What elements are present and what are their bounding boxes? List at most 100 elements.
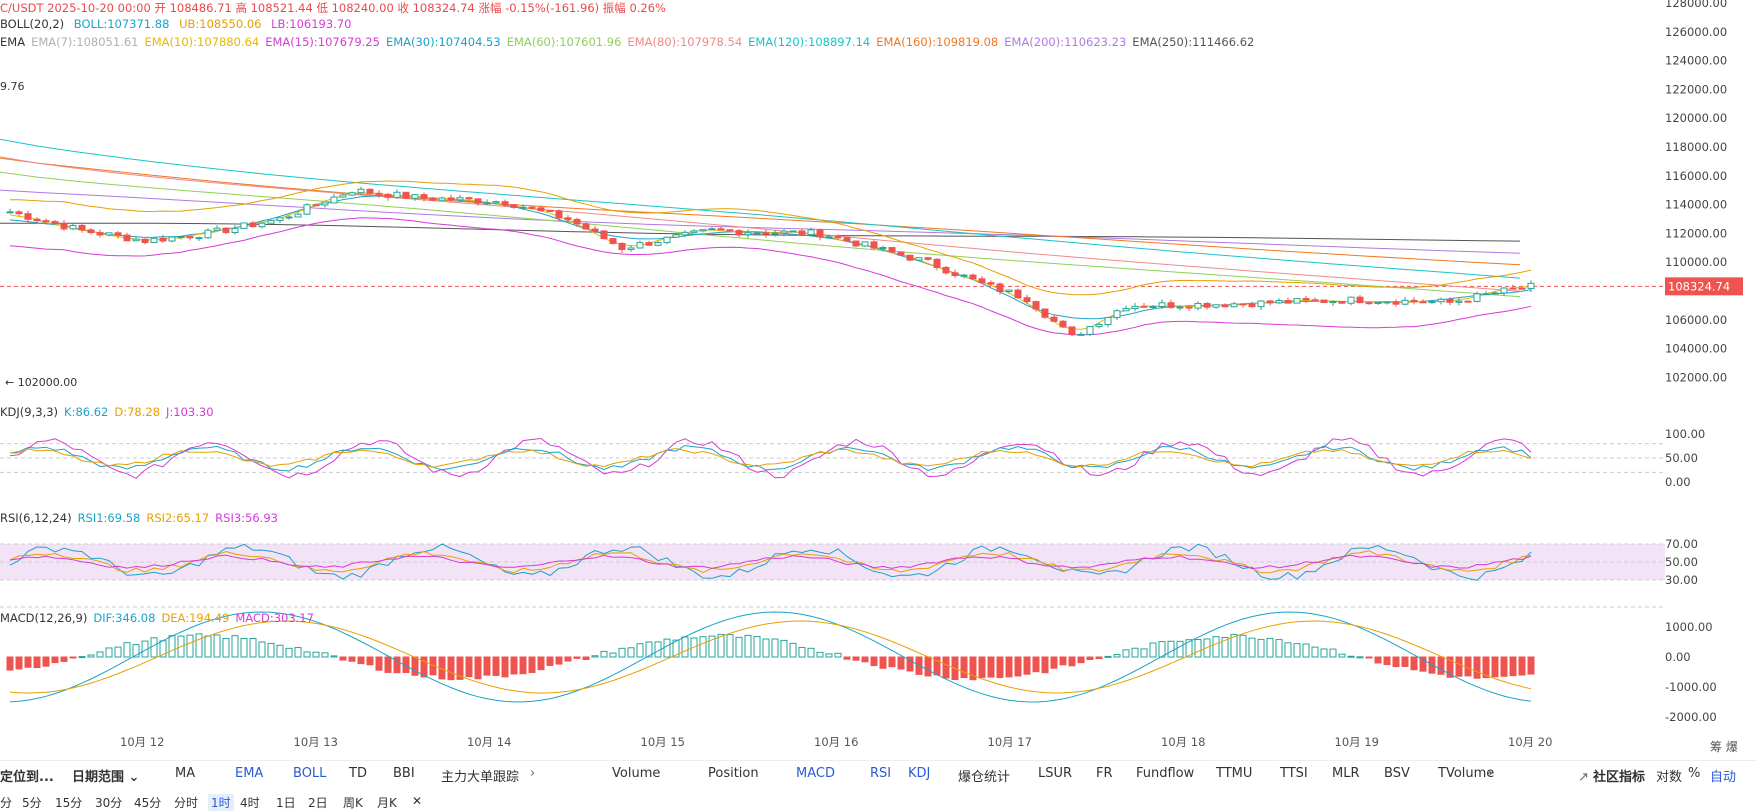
timeframe-10[interactable]: 周K (343, 796, 363, 810)
candle-body (1473, 293, 1481, 302)
candle-body (555, 210, 563, 219)
timeframe-4[interactable]: 45分 (134, 796, 162, 810)
main-indicator-0[interactable]: MA (175, 766, 196, 781)
sub-indicator-13[interactable]: TVolume (1438, 766, 1495, 781)
candle-body (672, 234, 680, 238)
ema-line (0, 171, 1521, 298)
sub-indicator-8[interactable]: Fundflow (1136, 766, 1195, 781)
sub-indicator-9[interactable]: TTMU (1216, 766, 1253, 781)
percent-toggle[interactable]: % (1688, 766, 1701, 781)
macd-bar (1437, 656, 1445, 675)
candle-body (1113, 310, 1121, 319)
sub-indicator-3[interactable]: RSI (870, 766, 892, 781)
candle-body (1212, 304, 1220, 308)
sub-indicator-4[interactable]: KDJ (908, 766, 931, 781)
community-indicator-button[interactable]: ↗ 社区指标 (1578, 770, 1646, 785)
macd-bar (735, 636, 743, 658)
ema-legend-item: EMA(10):107880.64 (144, 35, 260, 49)
macd-bar (789, 642, 797, 658)
ema-legend-item: EMA(60):107601.96 (506, 35, 622, 49)
timeframe-9[interactable]: 2日 (308, 796, 328, 810)
candle-body (789, 230, 797, 233)
macd-bar (753, 636, 761, 658)
candle-body (1446, 298, 1454, 303)
chevron-right-icon[interactable]: › (1488, 766, 1494, 781)
rsi-tick: 70.00 (1665, 537, 1698, 551)
macd-bar (168, 635, 176, 658)
macd-bar (1086, 656, 1094, 660)
timeframe-11[interactable]: 月K (377, 796, 397, 810)
candle-body (1221, 304, 1229, 308)
candle-body (78, 224, 86, 231)
timeframe-3[interactable]: 30分 (95, 796, 123, 810)
candle-body (1518, 287, 1526, 290)
macd-bar (6, 656, 14, 671)
sub-indicator-1[interactable]: Position (708, 766, 759, 781)
close-icon[interactable]: ✕ (412, 794, 423, 808)
candle-body (600, 230, 608, 240)
sub-indicator-10[interactable]: TTSI (1280, 766, 1308, 781)
main-indicator-4[interactable]: BBI (393, 766, 415, 781)
timeframe-1[interactable]: 5分 (22, 796, 42, 810)
locate-button[interactable]: 定位到... (0, 770, 54, 785)
main-indicator-3[interactable]: TD (349, 766, 367, 781)
candle-body (1068, 326, 1076, 336)
candle-body (1509, 287, 1517, 290)
sub-indicator-12[interactable]: BSV (1384, 766, 1410, 781)
sub-indicator-0[interactable]: Volume (612, 766, 661, 781)
timeframe-2[interactable]: 15分 (55, 796, 83, 810)
sub-indicator-2[interactable]: MACD (796, 766, 835, 781)
sub-indicator-6[interactable]: LSUR (1038, 766, 1073, 781)
candle-body (1482, 293, 1490, 296)
candle-body (924, 257, 932, 260)
macd-bar (888, 656, 896, 668)
timeframe-6[interactable]: 1时 (208, 794, 234, 811)
macd-dif-line (9, 611, 1532, 703)
auto-scale-toggle[interactable]: 自动 (1710, 770, 1737, 785)
candle-body (1365, 302, 1373, 305)
candle-body (1419, 301, 1427, 304)
timeframe-7[interactable]: 4时 (240, 796, 260, 810)
timeframe-8[interactable]: 1日 (276, 796, 296, 810)
macd-bar (1347, 655, 1355, 658)
candle-body (843, 237, 851, 242)
main-indicator-5[interactable]: 主力大单跟踪 (441, 770, 520, 785)
macd-bar (1239, 634, 1247, 658)
date-tick: 10月 19 (1335, 735, 1379, 749)
main-indicator-2[interactable]: BOLL (293, 766, 327, 781)
candle-body (852, 240, 860, 247)
candle-body (339, 194, 347, 198)
sub-indicator-7[interactable]: FR (1096, 766, 1113, 781)
macd-bar (699, 636, 707, 658)
macd-bar (1518, 656, 1526, 676)
macd-bar (618, 647, 626, 658)
ema-line (0, 156, 1521, 292)
macd-bar (636, 643, 644, 658)
main-indicator-1[interactable]: EMA (235, 766, 264, 781)
candle-body (654, 242, 662, 246)
macd-bar (33, 656, 41, 669)
macd-bar (60, 656, 68, 662)
timeframe-0[interactable]: 分 (0, 796, 13, 810)
sub-indicator-5[interactable]: 爆仓统计 (958, 770, 1011, 785)
macd-tick: -1000.00 (1665, 680, 1717, 694)
chevron-right-icon[interactable]: › (530, 766, 536, 781)
price-tick: 110000.00 (1665, 255, 1727, 269)
macd-bar (1068, 656, 1076, 667)
timeframe-5[interactable]: 分时 (174, 796, 199, 810)
macd-bar (114, 646, 122, 658)
candle-body (285, 216, 293, 219)
corner-icons[interactable]: 筹 爆 (1710, 740, 1738, 754)
macd-bar (384, 656, 392, 673)
log-scale-toggle[interactable]: 对数 (1656, 770, 1683, 785)
candle-body (330, 196, 338, 204)
macd-bar (1248, 637, 1256, 658)
sub-indicator-11[interactable]: MLR (1332, 766, 1360, 781)
macd-bar (870, 656, 878, 667)
candle-body (816, 229, 824, 238)
date-range-button[interactable]: 日期范围 ⌄ (72, 770, 140, 785)
macd-bar (1275, 639, 1283, 658)
macd-bar (1284, 642, 1292, 658)
candle-body (240, 222, 248, 229)
